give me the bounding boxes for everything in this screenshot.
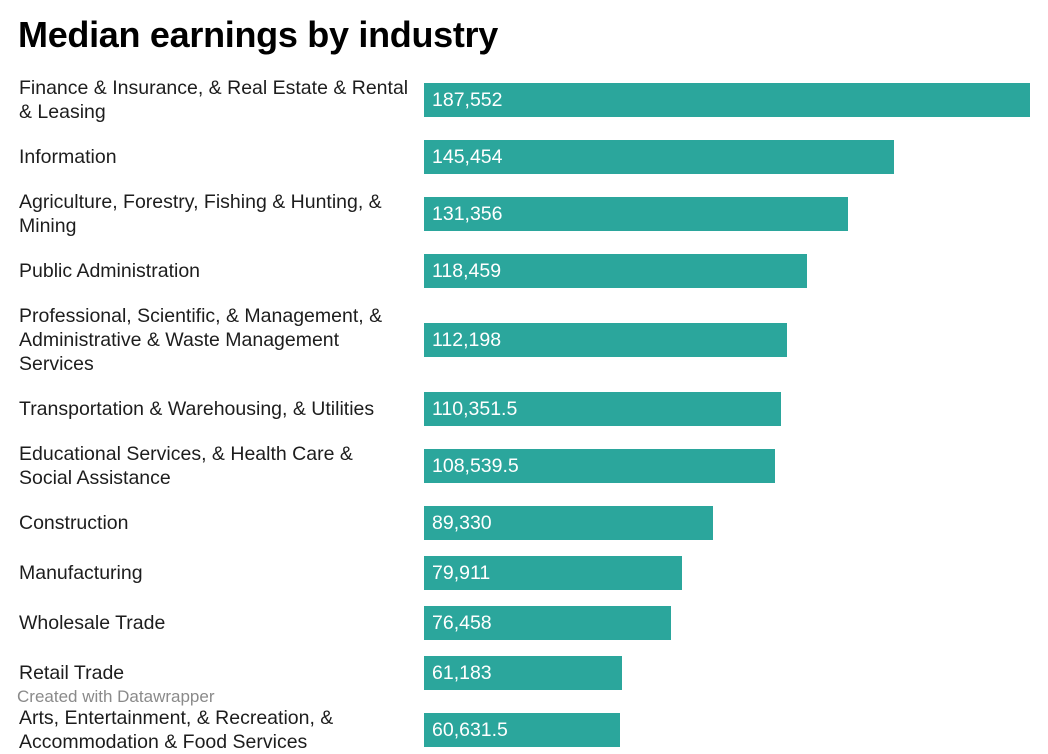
bar-row: Information 145,454 bbox=[0, 140, 1048, 174]
bar: 79,911 bbox=[424, 556, 682, 590]
bar: 60,631.5 bbox=[424, 713, 620, 747]
category-label: Public Administration bbox=[19, 260, 201, 282]
value-label: 60,631.5 bbox=[432, 719, 508, 741]
bar-row: Educational Services, & Health Care & So… bbox=[0, 442, 1048, 490]
category-label: Transportation & Warehousing, & Utilitie… bbox=[19, 398, 375, 420]
bar: 61,183 bbox=[424, 656, 622, 690]
bar-row: Construction 89,330 bbox=[0, 506, 1048, 540]
category-label: Educational Services, & Health Care & So… bbox=[19, 443, 353, 489]
value-label: 61,183 bbox=[432, 662, 492, 684]
value-label: 76,458 bbox=[432, 612, 492, 634]
bar-row: Agriculture, Forestry, Fishing & Hunting… bbox=[0, 190, 1048, 238]
bar: 89,330 bbox=[424, 506, 713, 540]
category-label: Wholesale Trade bbox=[19, 612, 166, 634]
category-label: Finance & Insurance, & Real Estate & Ren… bbox=[19, 77, 409, 123]
category-label: Information bbox=[19, 146, 117, 168]
bar-row: Arts, Entertainment, & Recreation, & Acc… bbox=[0, 706, 1048, 754]
value-label: 89,330 bbox=[432, 512, 492, 534]
category-label: Manufacturing bbox=[19, 562, 143, 584]
value-label: 118,459 bbox=[432, 260, 502, 282]
value-label: 108,539.5 bbox=[432, 455, 519, 477]
bar-row: Transportation & Warehousing, & Utilitie… bbox=[0, 392, 1048, 426]
chart-title: Median earnings by industry bbox=[18, 14, 498, 55]
bar-row: Manufacturing 79,911 bbox=[0, 556, 1048, 590]
credit-footer: Created with Datawrapper bbox=[17, 687, 215, 706]
value-label: 131,356 bbox=[432, 203, 503, 225]
bar-row: Public Administration 118,459 bbox=[0, 254, 1048, 288]
category-label: Construction bbox=[19, 512, 129, 534]
bar: 76,458 bbox=[424, 606, 671, 640]
value-label: 110,351.5 bbox=[432, 398, 518, 420]
value-label: 79,911 bbox=[432, 562, 491, 584]
category-label: Retail Trade bbox=[19, 662, 125, 684]
bar: 108,539.5 bbox=[424, 449, 775, 483]
category-label: Professional, Scientific, & Management, … bbox=[19, 305, 383, 375]
bar: 118,459 bbox=[424, 254, 807, 288]
bar: 131,356 bbox=[424, 197, 848, 231]
bar: 110,351.5 bbox=[424, 392, 781, 426]
bar: 112,198 bbox=[424, 323, 787, 357]
value-label: 187,552 bbox=[432, 89, 503, 111]
bar-row: Wholesale Trade 76,458 bbox=[0, 606, 1048, 640]
value-label: 145,454 bbox=[432, 146, 503, 168]
value-label: 112,198 bbox=[432, 329, 502, 351]
category-label: Agriculture, Forestry, Fishing & Hunting… bbox=[19, 191, 382, 237]
bar-row: Finance & Insurance, & Real Estate & Ren… bbox=[0, 76, 1048, 124]
bar: 187,552 bbox=[424, 83, 1030, 117]
bar: 145,454 bbox=[424, 140, 894, 174]
bar-row: Retail Trade 61,183 bbox=[0, 656, 1048, 690]
bar-row: Professional, Scientific, & Management, … bbox=[0, 304, 1048, 376]
category-label: Arts, Entertainment, & Recreation, & Acc… bbox=[19, 707, 334, 753]
bar-chart: Finance & Insurance, & Real Estate & Ren… bbox=[0, 76, 1048, 753]
